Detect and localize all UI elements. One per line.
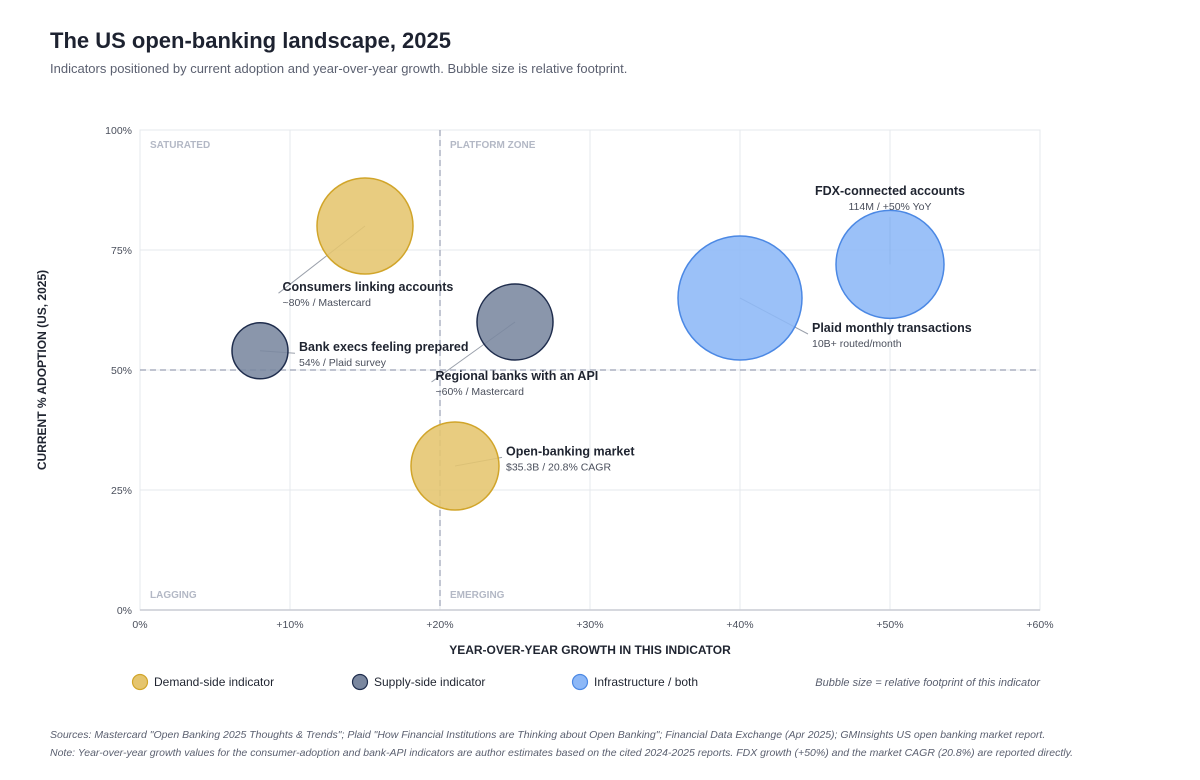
bubble	[835, 209, 945, 320]
note-text: Note: Year-over-year growth values for t…	[50, 747, 1074, 759]
bubble-sublabel: ~80% / Mastercard	[283, 297, 372, 309]
bubble-label: Regional banks with an API	[436, 369, 599, 383]
bubble	[410, 421, 500, 511]
bubble-sublabel: $35.3B / 20.8% CAGR	[506, 461, 611, 473]
bubble	[316, 177, 414, 275]
bubble-label: Bank execs feeling prepared	[299, 340, 469, 354]
quadrant-dividers	[140, 130, 1040, 610]
x-tick-label: +20%	[426, 619, 453, 631]
bubble-chart: SATURATED PLATFORM ZONE LAGGING EMERGING 0%…	[35, 125, 1054, 691]
y-tick-label: 75%	[111, 245, 132, 257]
bubble-label: Plaid monthly transactions	[812, 321, 972, 335]
bubble-sublabel: ~60% / Mastercard	[436, 386, 525, 398]
bubble-label: Consumers linking accounts	[283, 280, 454, 294]
quadrant-label: PLATFORM ZONE	[450, 140, 536, 151]
legend: Demand-side indicator Supply-side indicat…	[131, 673, 1041, 691]
x-tick-label: +10%	[276, 619, 303, 631]
sources-footnote: Sources: Mastercard "Open Banking 2025 T…	[50, 726, 1170, 762]
bubble	[231, 322, 289, 380]
quadrant-label: SATURATED	[150, 140, 210, 151]
quadrant-label: LAGGING	[150, 590, 197, 601]
legend-swatch	[131, 673, 149, 691]
legend-swatch	[571, 673, 589, 691]
y-tick-label: 25%	[111, 485, 132, 497]
y-axis-title: CURRENT % ADOPTION (US, 2025)	[35, 270, 49, 470]
bubble-label: FDX-connected accounts	[815, 184, 965, 198]
bubble-labels: Consumers linking accounts ~80% / Masterc…	[283, 184, 972, 473]
legend-label: Demand-side indicator	[154, 675, 274, 689]
x-tick-label: +30%	[576, 619, 603, 631]
x-tick-label: +50%	[876, 619, 903, 631]
chart-title: The US open-banking landscape, 2025	[50, 28, 451, 53]
chart-subtitle: Indicators positioned by current adoptio…	[50, 61, 628, 76]
quadrant-label: EMERGING	[450, 590, 505, 601]
legend-label: Supply-side indicator	[374, 675, 485, 689]
sources-text: Sources: Mastercard "Open Banking 2025 T…	[50, 729, 1046, 741]
y-tick-label: 100%	[105, 125, 132, 137]
x-tick-label: 0%	[132, 619, 147, 631]
x-tick-label: +40%	[726, 619, 753, 631]
x-tick-label: +60%	[1026, 619, 1053, 631]
bubble-sublabel: 54% / Plaid survey	[299, 357, 387, 369]
y-tick-label: 50%	[111, 365, 132, 377]
legend-label: Infrastructure / both	[594, 675, 698, 689]
axes: 0% +10% +20% +30% +40% +50% +60% 0% 25% 50% 75% 100…	[35, 125, 1054, 657]
quadrant-labels: SATURATED PLATFORM ZONE LAGGING EMERGING	[150, 140, 536, 601]
y-tick-label: 0%	[117, 605, 132, 617]
bubble	[476, 283, 554, 361]
bubble-sublabel: 10B+ routed/month	[812, 338, 902, 350]
bubbles	[231, 177, 945, 511]
legend-note: Bubble size = relative footprint of this…	[815, 677, 1041, 689]
x-axis-title: YEAR-OVER-YEAR GROWTH IN THIS INDICATOR	[449, 643, 731, 657]
bubble	[677, 235, 803, 361]
bubble-sublabel: 114M / +50% YoY	[849, 201, 932, 213]
bubble-label: Open-banking market	[506, 444, 635, 458]
legend-swatch	[351, 673, 369, 691]
